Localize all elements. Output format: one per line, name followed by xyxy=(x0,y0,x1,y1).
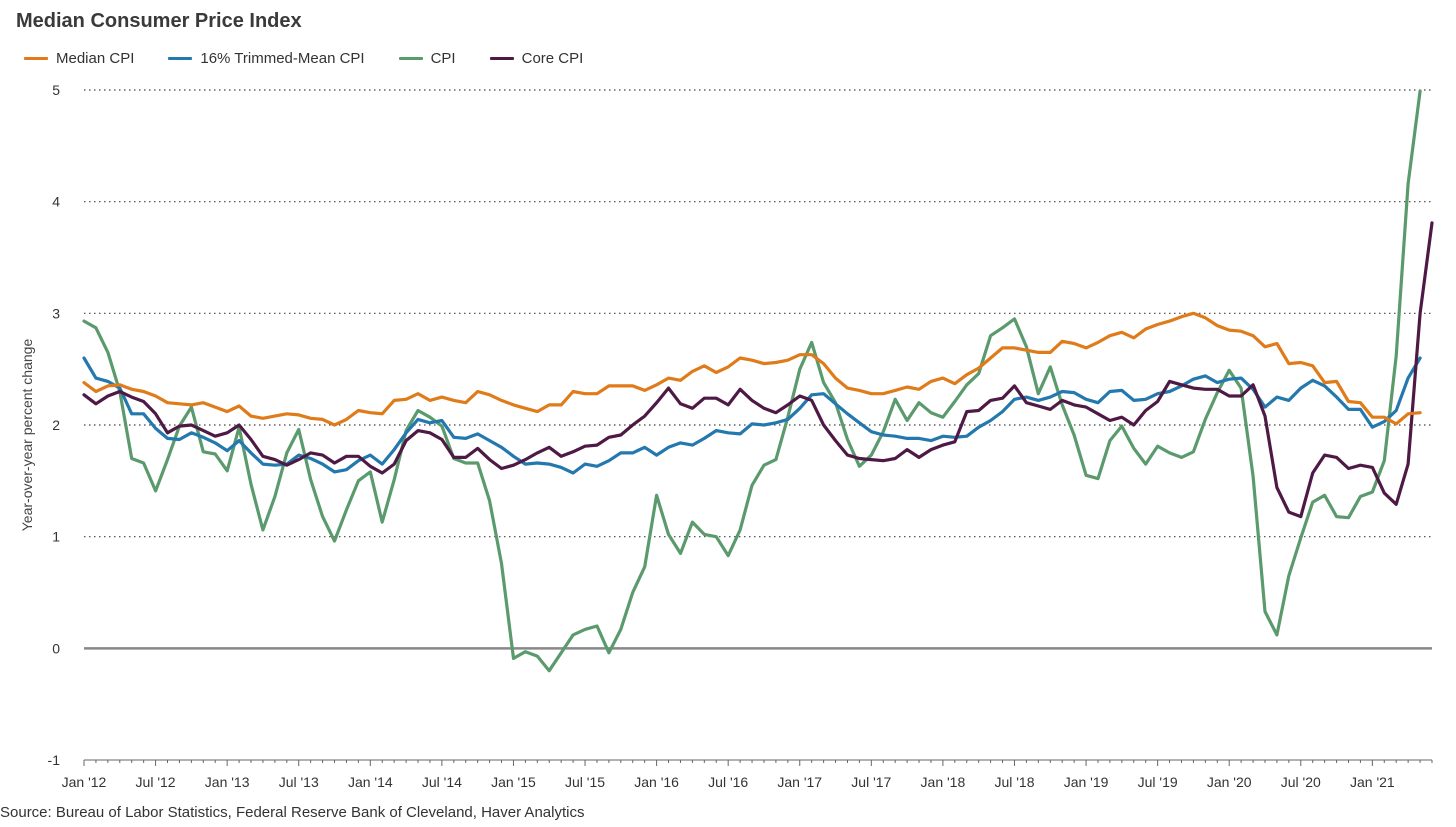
x-tick-label: Jul '18 xyxy=(994,774,1034,790)
x-tick-label: Jul '17 xyxy=(851,774,891,790)
legend-swatch-trimmed-mean-cpi xyxy=(168,57,193,60)
x-tick-label: Jan '15 xyxy=(491,774,536,790)
x-tick-label: Jan '12 xyxy=(62,774,107,790)
y-tick-label: 3 xyxy=(52,305,60,321)
y-tick-label: -1 xyxy=(48,752,61,768)
x-tick-label: Jan '20 xyxy=(1207,774,1252,790)
x-tick-label: Jul '14 xyxy=(422,774,462,790)
x-tick-label: Jan '14 xyxy=(348,774,393,790)
median-cpi-line xyxy=(82,311,1422,427)
legend-label-cpi: CPI xyxy=(430,50,456,67)
y-tick-label: 2 xyxy=(52,417,60,433)
legend-swatch-median-cpi xyxy=(24,57,48,60)
y-tick-label: 0 xyxy=(52,640,60,656)
x-tick-label: Jan '19 xyxy=(1064,774,1109,790)
x-tick-label: Jul '13 xyxy=(279,774,319,790)
cpi-line xyxy=(82,89,1422,673)
x-tick-label: Jul '19 xyxy=(1138,774,1178,790)
x-tick-label: Jan '21 xyxy=(1350,774,1395,790)
legend-label-median-cpi: Median CPI xyxy=(56,50,135,67)
legend-swatch-core-cpi xyxy=(489,57,514,60)
series-lines xyxy=(82,89,1434,673)
x-tick-label: Jan '17 xyxy=(777,774,822,790)
y-tick-label: 1 xyxy=(52,529,60,545)
y-tick-label: 5 xyxy=(52,82,60,98)
x-tick-label: Jan '13 xyxy=(205,774,250,790)
x-axis: Jan '12 Jul '12 Jan '13 Jul '13 Jan '14 Jul '… xyxy=(62,759,1433,790)
legend-item-cpi: CPI xyxy=(398,50,456,67)
legend-label-trimmed-mean-cpi: 16% Trimmed-Mean CPI xyxy=(200,50,365,67)
source-note: Source: Bureau of Labor Statistics, Fede… xyxy=(0,804,585,821)
trimmed-mean-cpi-line xyxy=(82,356,1422,475)
legend-item-median-cpi: Median CPI xyxy=(24,50,134,67)
legend-item-core-cpi: Core CPI xyxy=(489,50,584,67)
chart-legend: Median CPI 16% Trimmed-Mean CPI CPI Core… xyxy=(24,50,617,67)
x-tick-label: Jan '16 xyxy=(634,774,679,790)
x-tick-label: Jul '15 xyxy=(565,774,605,790)
x-tick-label: Jul '20 xyxy=(1281,774,1321,790)
legend-swatch-cpi xyxy=(398,57,423,60)
y-axis-ticks: -1 0 1 2 3 4 5 xyxy=(48,82,61,768)
x-tick-label: Jan '18 xyxy=(921,774,966,790)
y-axis-label: Year-over-year percent change xyxy=(19,339,35,532)
gridlines xyxy=(84,89,1432,650)
legend-item-trimmed-mean-cpi: 16% Trimmed-Mean CPI xyxy=(168,50,365,67)
chart-title: Median Consumer Price Index xyxy=(16,10,302,32)
legend-label-core-cpi: Core CPI xyxy=(521,50,584,67)
core-cpi-line xyxy=(82,221,1434,519)
x-tick-label: Jul '16 xyxy=(708,774,748,790)
x-tick-label: Jul '12 xyxy=(136,774,176,790)
y-tick-label: 4 xyxy=(52,194,60,210)
